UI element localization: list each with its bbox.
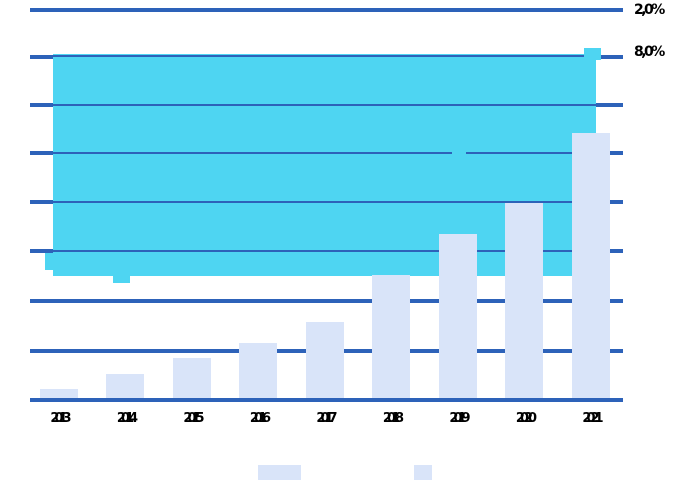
x-axis-label: 2021 xyxy=(582,411,603,426)
legend-item-band-series[interactable]: 8,0% xyxy=(634,44,665,60)
x-axis-baseline xyxy=(30,398,623,402)
legend-item-line-series[interactable]: 2,0% xyxy=(634,2,665,18)
x-axis-label: 2017 xyxy=(316,411,337,426)
bar-2018 xyxy=(372,275,410,400)
gridline xyxy=(30,299,623,303)
bar-2013 xyxy=(39,388,78,400)
bottom-partial-rect-left xyxy=(258,465,301,480)
x-axis-label: 2016 xyxy=(249,411,271,426)
x-axis-label: 2018 xyxy=(382,411,404,426)
x-axis-label: 2014 xyxy=(116,411,138,426)
bottom-partial-rect-right xyxy=(414,465,432,480)
legend-marker-swatch xyxy=(584,48,601,60)
bar-2019 xyxy=(438,234,477,400)
bar-2017 xyxy=(305,322,344,400)
gridline-thin xyxy=(53,104,596,106)
band-left-notch xyxy=(45,253,53,270)
bar-2015 xyxy=(172,358,211,400)
bar-2016 xyxy=(239,342,277,400)
gridline xyxy=(30,8,623,12)
x-axis-label: 2015 xyxy=(183,411,204,426)
bar-2021 xyxy=(571,132,610,400)
x-axis-label: 2020 xyxy=(515,411,537,426)
gridline-thin xyxy=(53,201,596,203)
gridline-thin xyxy=(53,55,596,57)
x-axis-label: 2019 xyxy=(449,411,470,426)
x-axis-label: 2013 xyxy=(50,411,71,426)
bar-2020 xyxy=(505,203,543,400)
gridline-thin xyxy=(466,152,596,154)
gridline-thin xyxy=(53,152,452,154)
bar-2014 xyxy=(106,374,144,400)
gridline-thin xyxy=(53,250,596,252)
band-bottom-tab xyxy=(113,276,130,284)
